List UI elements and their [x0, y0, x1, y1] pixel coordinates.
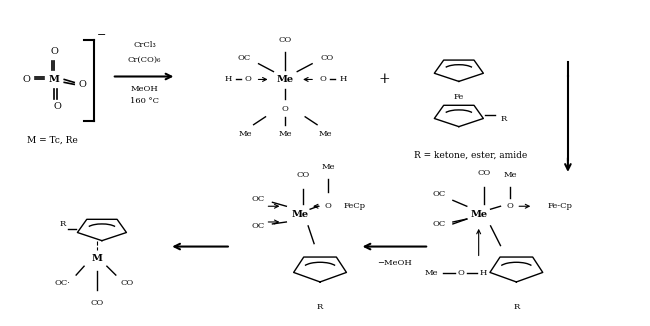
Text: Cr(CO)₆: Cr(CO)₆: [128, 56, 161, 64]
Text: O: O: [244, 75, 251, 83]
Text: 160 °C: 160 °C: [130, 97, 159, 105]
Text: CO: CO: [279, 36, 292, 44]
Text: O: O: [324, 202, 332, 210]
Text: M = Tc, Re: M = Tc, Re: [27, 136, 78, 145]
Text: R: R: [514, 304, 519, 312]
Text: M: M: [49, 75, 60, 84]
Text: Me: Me: [470, 210, 488, 219]
Text: FeCp: FeCp: [344, 202, 366, 210]
Text: Fe-Cp: Fe-Cp: [547, 202, 573, 210]
Text: O: O: [78, 80, 86, 89]
Text: OC: OC: [252, 195, 265, 203]
Text: Fe: Fe: [454, 93, 464, 101]
Text: +: +: [379, 72, 390, 86]
Text: Me: Me: [239, 129, 252, 138]
Text: M: M: [92, 254, 103, 263]
Text: Me: Me: [504, 171, 517, 179]
Text: OC·: OC·: [55, 279, 70, 287]
Text: OC: OC: [432, 220, 446, 228]
Text: CrCl₃: CrCl₃: [133, 41, 156, 49]
Text: R: R: [317, 304, 323, 312]
Text: O: O: [23, 75, 31, 84]
Text: Me: Me: [424, 269, 438, 277]
Text: O: O: [51, 47, 58, 56]
Text: −MeOH: −MeOH: [377, 259, 412, 267]
Text: O: O: [458, 269, 464, 277]
Text: CO: CO: [477, 169, 490, 177]
Text: O: O: [53, 102, 61, 111]
Text: CO: CO: [90, 299, 103, 306]
Text: Me: Me: [279, 129, 292, 138]
Text: H: H: [339, 75, 346, 83]
Text: O: O: [320, 75, 326, 83]
Text: Me: Me: [321, 163, 335, 171]
Text: O: O: [507, 202, 514, 210]
Text: R: R: [59, 220, 66, 228]
Text: Me: Me: [292, 210, 309, 219]
Text: R = ketone, ester, amide: R = ketone, ester, amide: [414, 151, 528, 160]
Text: OC: OC: [432, 190, 446, 199]
Text: O: O: [282, 105, 289, 113]
Text: CO: CO: [120, 279, 133, 287]
Text: OC: OC: [237, 54, 250, 62]
Text: Me: Me: [318, 129, 332, 138]
Text: OC: OC: [252, 222, 265, 230]
Text: H: H: [480, 269, 488, 277]
Text: CO: CO: [296, 171, 310, 179]
Text: Me: Me: [277, 75, 294, 84]
Text: H: H: [224, 75, 231, 83]
Text: CO: CO: [320, 54, 333, 62]
Text: R: R: [500, 115, 506, 123]
Text: MeOH: MeOH: [131, 85, 159, 93]
Text: −: −: [98, 30, 107, 40]
